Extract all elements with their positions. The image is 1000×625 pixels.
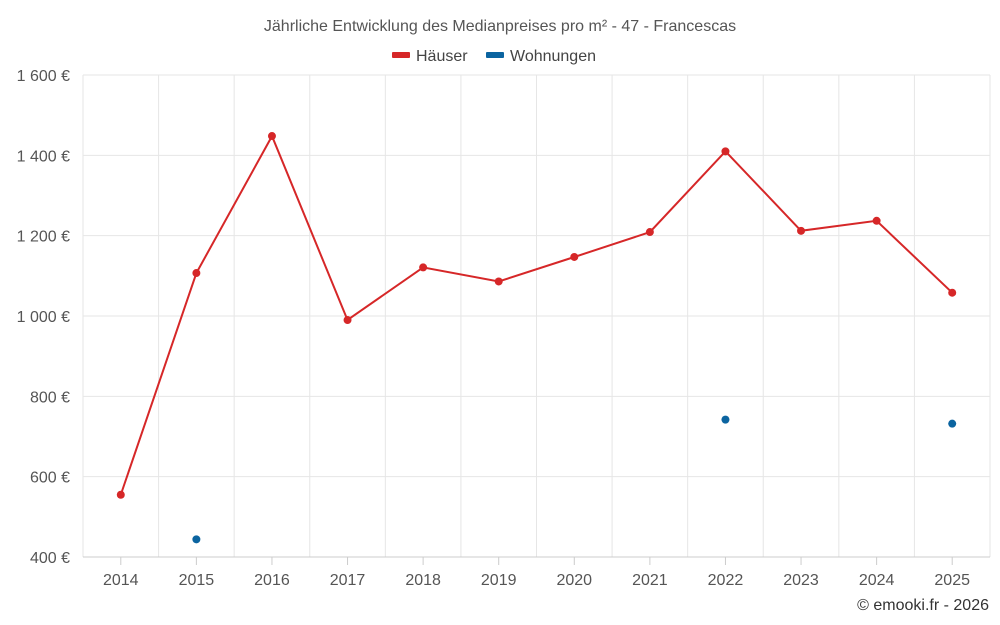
data-point[interactable] [872,216,881,225]
y-tick-label: 1 600 € [17,68,70,85]
series-layer [116,132,957,544]
series-line [119,133,953,496]
y-tick-label: 1 200 € [17,229,70,246]
y-tick-label: 1 000 € [17,309,70,326]
x-tick-label: 2014 [103,572,139,589]
x-tick-label: 2015 [179,572,215,589]
data-point[interactable] [343,316,352,325]
data-point[interactable] [948,288,957,297]
series-0 [116,132,957,499]
x-tick-label: 2017 [330,572,366,589]
data-point[interactable] [267,132,276,141]
x-tick-label: 2019 [481,572,517,589]
data-point[interactable] [192,269,201,278]
x-tick-label: 2020 [556,572,592,589]
data-point[interactable] [192,535,201,544]
data-point[interactable] [116,490,125,499]
legend-item[interactable]: Wohnungen [486,48,596,65]
legend-swatch [486,52,504,58]
legend-label: Häuser [416,48,468,65]
x-tick-label: 2021 [632,572,668,589]
data-point[interactable] [948,419,957,428]
x-tick-label: 2025 [934,572,970,589]
x-tick-label: 2022 [708,572,744,589]
data-point[interactable] [494,277,503,286]
data-point[interactable] [721,147,730,156]
data-point[interactable] [721,415,730,424]
legend-item[interactable]: Häuser [392,48,468,65]
data-point[interactable] [419,263,428,272]
chart-title: Jährliche Entwicklung des Medianpreises … [264,18,736,35]
x-tick-label: 2016 [254,572,290,589]
data-point[interactable] [797,226,806,235]
legend-label: Wohnungen [510,48,596,65]
x-tick-label: 2023 [783,572,819,589]
x-axis: 2014 2015 2016 2017 2018 2019 2020 2021 2022 2023… [103,557,970,589]
data-point[interactable] [570,252,579,261]
y-tick-label: 1 400 € [17,148,70,165]
legend-swatch [392,52,410,58]
data-point[interactable] [645,228,654,237]
y-axis: 400 € 600 € 800 € 1 000 € 1 200 € 1 400 € 1 60… [17,68,70,567]
legend: Häuser Wohnungen [392,48,596,65]
credit: © emooki.fr - 2026 [857,597,989,614]
series-1 [192,415,957,544]
y-tick-label: 800 € [30,389,70,406]
y-tick-label: 400 € [30,550,70,567]
y-tick-label: 600 € [30,470,70,487]
x-tick-label: 2024 [859,572,895,589]
x-tick-label: 2018 [405,572,441,589]
grid [82,74,991,558]
